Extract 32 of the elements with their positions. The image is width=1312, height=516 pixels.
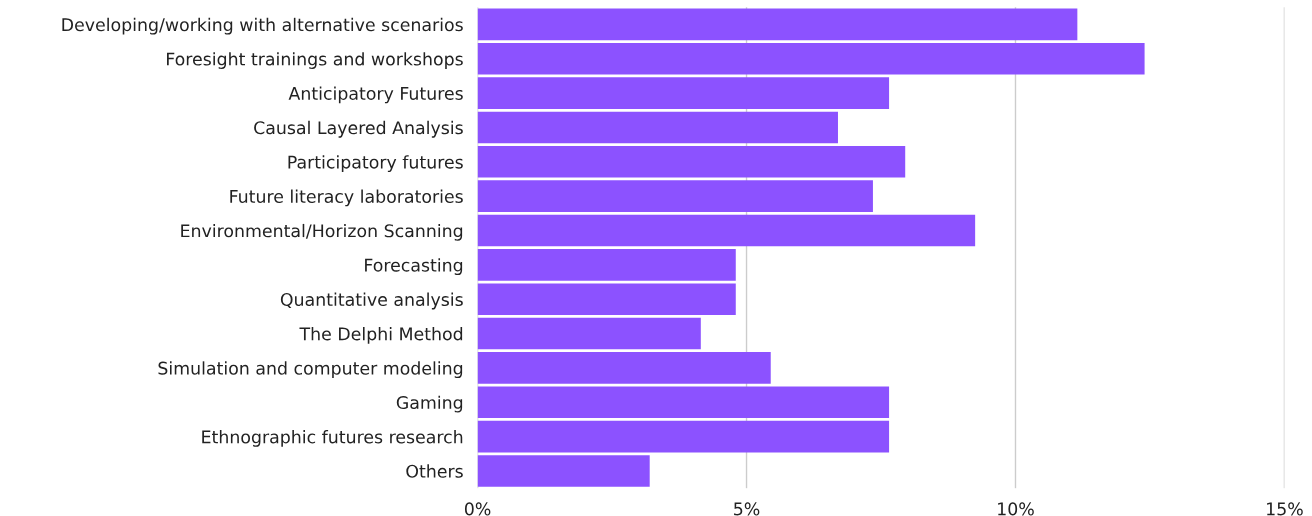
y-tick-label: Quantitative analysis [280, 292, 463, 310]
x-tick-label: 10% [998, 502, 1034, 516]
bar [477, 146, 906, 178]
y-tick-label: Others [406, 464, 463, 478]
bar [477, 180, 873, 212]
bar [477, 386, 890, 419]
bar [477, 455, 650, 487]
y-tick-label: Participatory futures [288, 155, 463, 173]
bar [477, 111, 838, 144]
y-tick-label: Environmental/Horizon Scanning [181, 223, 463, 241]
bar [477, 283, 736, 316]
y-tick-label: Developing/working with alternative scenarios [62, 17, 463, 35]
y-tick-label: Ethnographic futures research [202, 430, 463, 447]
bar [477, 420, 890, 453]
x-tick-label: 0% [464, 502, 491, 516]
bar [477, 352, 771, 384]
bar [477, 42, 1145, 75]
x-tick-label: 15% [1267, 502, 1303, 516]
bar [477, 317, 701, 350]
y-tick-label: Simulation and computer modeling [158, 361, 463, 379]
bar [477, 77, 890, 109]
x-tick-label: 5% [734, 502, 760, 516]
y-tick-label: Gaming [396, 395, 463, 413]
y-tick-label: The Delphi Method [299, 326, 463, 344]
y-tick-label: Future literacy laboratories [230, 189, 463, 207]
y-tick-label: Forecasting [365, 258, 463, 276]
y-tick-label: Causal Layered Analysis [254, 120, 463, 138]
bar [477, 249, 736, 281]
bar [477, 214, 976, 247]
bar [477, 8, 1078, 41]
y-tick-label: Anticipatory Futures [288, 86, 463, 104]
y-tick-label: Foresight trainings and workshops [167, 52, 463, 69]
